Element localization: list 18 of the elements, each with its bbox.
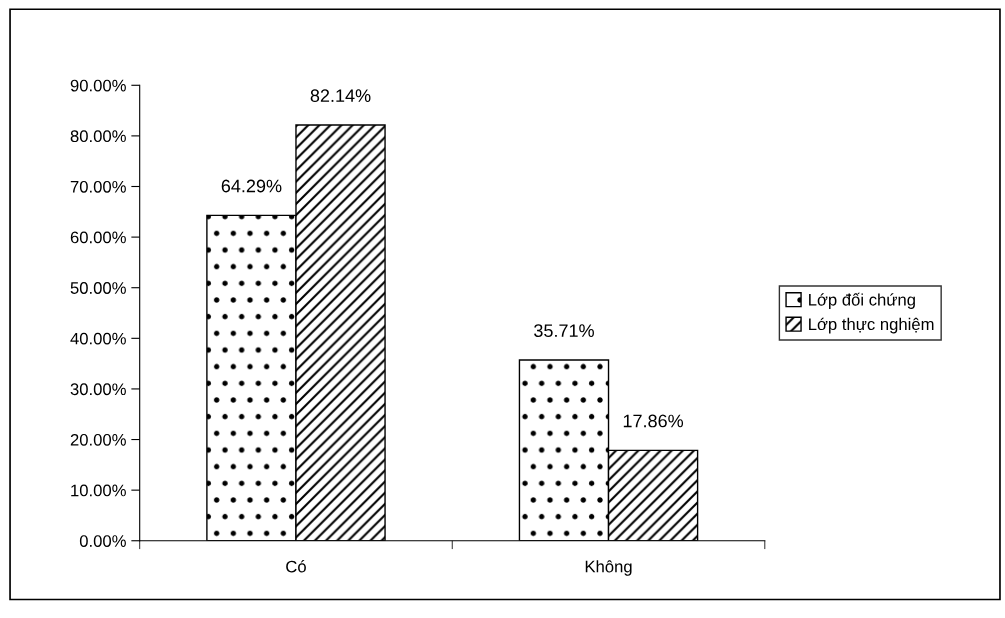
data-label: 35.71% bbox=[534, 324, 594, 338]
y-tick-label: 60.00% bbox=[70, 231, 126, 244]
y-tick-label: 40.00% bbox=[70, 332, 126, 345]
y-tick-label: 50.00% bbox=[70, 282, 126, 294]
data-label: 17.86% bbox=[623, 414, 684, 428]
data-label: 64.29% bbox=[221, 179, 282, 193]
y-tick-label: 90.00% bbox=[70, 79, 126, 92]
x-tick-label: Không bbox=[585, 560, 632, 576]
legend-label: Lớp đối chứng bbox=[809, 292, 915, 309]
y-tick-label: 30.00% bbox=[70, 383, 126, 396]
legend-label: Lớp thực nghiệm bbox=[809, 317, 934, 334]
x-tick-label: Có bbox=[286, 560, 306, 573]
y-tick-label: 70.00% bbox=[70, 180, 126, 193]
data-label: 82.14% bbox=[310, 89, 371, 103]
y-tick-label: 20.00% bbox=[70, 433, 126, 446]
y-tick-label: 80.00% bbox=[70, 130, 126, 143]
y-tick-label: 10.00% bbox=[71, 484, 126, 497]
y-tick-label: 0.00% bbox=[79, 535, 126, 547]
